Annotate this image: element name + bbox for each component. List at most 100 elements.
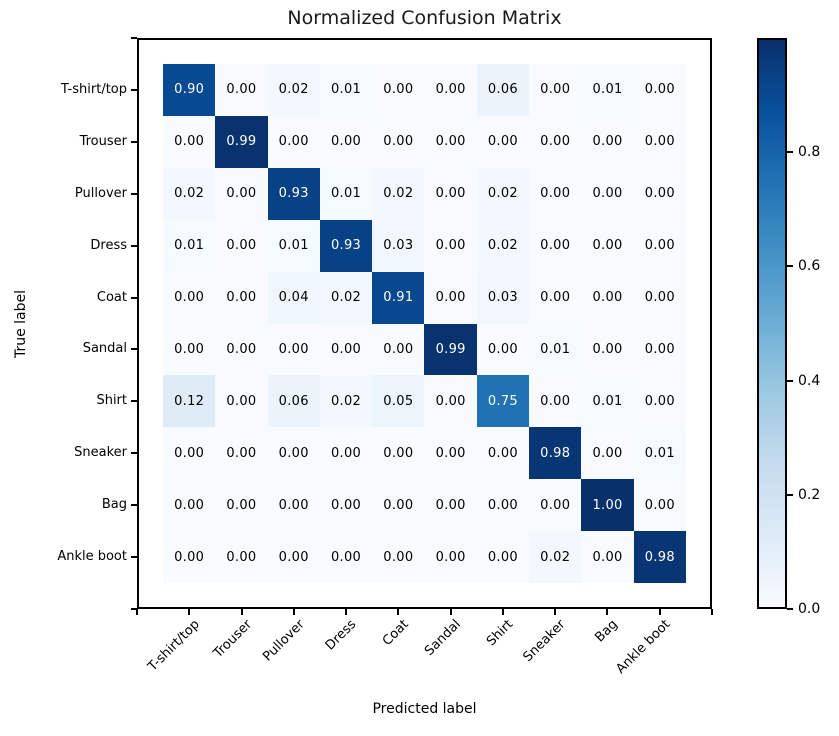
- x-tick-mark: [136, 609, 138, 615]
- x-tick-label: Bag: [592, 617, 622, 646]
- heatmap-cell: 0.00: [163, 271, 216, 324]
- heatmap-cell: 0.00: [267, 323, 320, 376]
- heatmap-cell: 0.00: [476, 531, 530, 583]
- heatmap-cell: 0.98: [633, 531, 686, 583]
- y-tick-label: Shirt: [96, 393, 127, 409]
- heatmap-cell: 0.00: [529, 375, 582, 428]
- y-tick-label: T-shirt/top: [60, 81, 127, 97]
- heatmap-cell: 0.00: [215, 479, 268, 532]
- x-tick-label: T-shirt/top: [145, 617, 203, 675]
- x-tick-mark: [658, 609, 661, 615]
- x-tick-label: Coat: [380, 617, 412, 649]
- y-axis-label: True label: [13, 289, 29, 359]
- heatmap-cell: 0.00: [319, 531, 373, 583]
- heatmap-cell: 0.00: [215, 427, 268, 480]
- y-tick-label: Trouser: [79, 133, 127, 149]
- heatmap-cell: 0.03: [372, 219, 425, 272]
- y-tick-mark: [131, 348, 137, 351]
- x-tick-label: Dress: [323, 617, 360, 654]
- heatmap-cell: 0.00: [319, 323, 373, 376]
- x-tick-label: Sandal: [422, 617, 465, 659]
- heatmap-cell: 0.00: [581, 427, 634, 480]
- heatmap-cell: 0.99: [424, 323, 477, 376]
- y-tick-label: Dress: [90, 237, 127, 253]
- heatmap-cell: 1.00: [581, 479, 634, 532]
- x-tick-label: Shirt: [484, 617, 517, 650]
- heatmap-cell: 0.00: [163, 479, 216, 532]
- heatmap-cell: 0.00: [424, 167, 477, 220]
- heatmap-cell: 0.04: [267, 271, 320, 324]
- heatmap-cell: 0.00: [372, 64, 425, 116]
- heatmap-cell: 0.00: [372, 427, 425, 480]
- heatmap-cell: 0.00: [372, 479, 425, 532]
- y-tick-label: Pullover: [74, 185, 127, 201]
- heatmap-cell: 0.00: [529, 479, 582, 532]
- heatmap-cell: 0.00: [633, 219, 686, 272]
- heatmap-cell: 0.01: [319, 64, 373, 116]
- colorbar-tick-label: 0.2: [798, 486, 821, 503]
- heatmap-cell: 0.00: [476, 479, 530, 532]
- heatmap-cell: 0.02: [372, 167, 425, 220]
- heatmap-cell: 0.00: [633, 271, 686, 324]
- x-tick-mark: [240, 609, 243, 615]
- heatmap-cell: 0.00: [267, 531, 320, 583]
- heatmap-cell: 0.02: [476, 167, 530, 220]
- heatmap-grid: 0.90 0.00 0.02 0.01 0.00 0.00 0.06 0.00 0.01 0.00…: [163, 64, 686, 583]
- x-tick-label: Pullover: [260, 617, 308, 665]
- y-tick-mark: [131, 608, 137, 610]
- heatmap-cell: 0.00: [163, 115, 216, 168]
- x-tick-mark: [292, 609, 295, 615]
- heatmap-cell: 0.01: [581, 64, 634, 116]
- x-tick-mark: [449, 609, 452, 615]
- heatmap-cell: 0.99: [215, 115, 268, 168]
- heatmap-cell: 0.02: [529, 531, 582, 583]
- colorbar-tick-mark: [787, 379, 793, 382]
- colorbar-tick-label: 0.4: [798, 372, 821, 389]
- heatmap-cell: 0.00: [215, 271, 268, 324]
- x-tick-mark: [345, 609, 348, 615]
- y-tick-mark: [131, 88, 137, 91]
- y-tick-label: Ankle boot: [57, 549, 127, 565]
- heatmap-cell: 0.00: [529, 64, 582, 116]
- heatmap-cell: 0.75: [476, 375, 530, 428]
- heatmap-cell: 0.00: [476, 115, 530, 168]
- colorbar-tick-label: 0.6: [798, 258, 821, 275]
- heatmap-cell: 0.00: [476, 323, 530, 376]
- heatmap-cell: 0.00: [633, 375, 686, 428]
- x-tick-mark: [397, 609, 400, 615]
- y-tick-mark: [131, 37, 137, 39]
- heatmap-cell: 0.02: [476, 219, 530, 272]
- x-tick-mark: [501, 609, 504, 615]
- heatmap-cell: 0.02: [319, 271, 373, 324]
- heatmap-cell: 0.00: [529, 115, 582, 168]
- heatmap-cell: 0.02: [319, 375, 373, 428]
- heatmap-cell: 0.98: [529, 427, 582, 480]
- heatmap-cell: 0.01: [529, 323, 582, 376]
- heatmap-cell: 0.00: [529, 271, 582, 324]
- y-tick-label: Sandal: [82, 341, 127, 357]
- x-tick-mark: [554, 609, 557, 615]
- heatmap-cell: 0.00: [633, 167, 686, 220]
- y-tick-mark: [131, 244, 137, 247]
- heatmap-cell: 0.00: [424, 115, 477, 168]
- heatmap-cell: 0.02: [267, 64, 320, 116]
- heatmap-cell: 0.00: [215, 531, 268, 583]
- heatmap-cell: 0.01: [267, 219, 320, 272]
- heatmap-cell: 0.00: [372, 531, 425, 583]
- colorbar: [757, 38, 787, 609]
- x-tick-label: Ankle boot: [613, 617, 674, 677]
- heatmap-cell: 0.02: [163, 167, 216, 220]
- x-axis-label: Predicted label: [372, 701, 477, 717]
- heatmap-cell: 0.90: [163, 64, 216, 116]
- heatmap-cell: 0.93: [319, 219, 373, 272]
- heatmap-cell: 0.00: [372, 115, 425, 168]
- colorbar-tick-mark: [787, 608, 793, 610]
- y-tick-mark: [131, 504, 137, 507]
- heatmap-cell: 0.00: [215, 375, 268, 428]
- heatmap-cell: 0.00: [215, 64, 268, 116]
- heatmap-cell: 0.00: [319, 479, 373, 532]
- heatmap-cell: 0.06: [476, 64, 530, 116]
- heatmap-cell: 0.12: [163, 375, 216, 428]
- colorbar-tick-mark: [787, 493, 793, 496]
